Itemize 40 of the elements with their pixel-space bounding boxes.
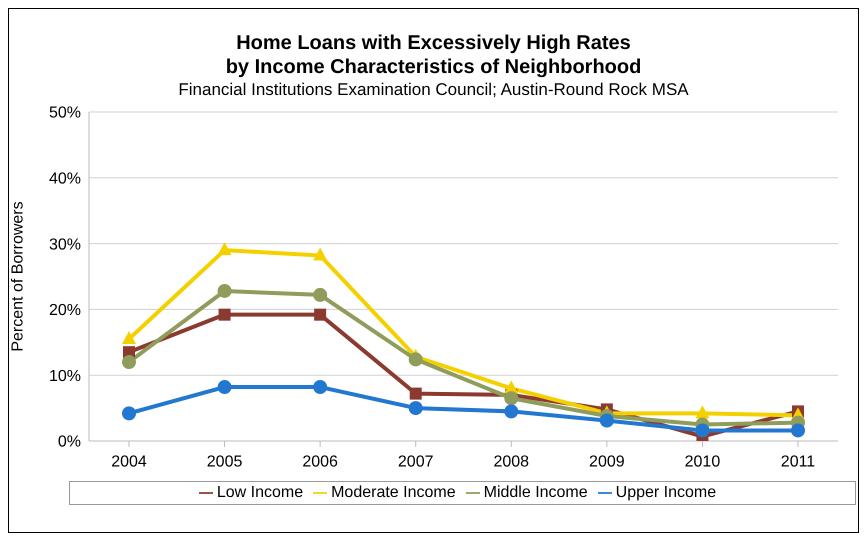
point xyxy=(408,352,423,366)
point xyxy=(218,380,232,394)
point xyxy=(218,242,232,256)
legend-label: Low Income xyxy=(216,484,304,501)
x-tick-label: 2010 xyxy=(684,453,720,470)
point xyxy=(410,388,422,400)
y-axis-title: Percent of Borrowers xyxy=(10,201,27,352)
point xyxy=(695,423,710,438)
y-tick-label: 40% xyxy=(48,170,81,188)
y-tick-label: 50% xyxy=(48,104,81,122)
x-tick-label: 2011 xyxy=(780,453,816,470)
point xyxy=(122,355,136,370)
chart-subtitle: Financial Institutions Examination Council; Austin-Round Rock MSA xyxy=(177,79,690,100)
point xyxy=(122,331,136,344)
point xyxy=(791,423,805,438)
chart-title: Home Loans with Excessively High Rates by Income Characteristics of Neighborhood xyxy=(224,31,642,79)
x-tick-label: 2006 xyxy=(302,453,338,470)
point xyxy=(600,414,614,428)
x-tick-label: 2007 xyxy=(398,453,434,470)
point xyxy=(504,391,518,406)
point xyxy=(504,404,518,418)
legend-label: Middle Income xyxy=(484,484,588,501)
x-tick-label: 2008 xyxy=(493,453,530,470)
legend-label: Moderate Income xyxy=(331,484,456,501)
y-tick-label: 10% xyxy=(48,368,81,385)
point xyxy=(218,284,232,298)
point xyxy=(218,308,231,321)
x-tick-label: 2005 xyxy=(206,453,242,470)
point xyxy=(313,247,328,260)
y-tick-label: 0% xyxy=(58,434,81,451)
point xyxy=(408,401,423,416)
point xyxy=(314,308,326,321)
point xyxy=(313,288,328,302)
y-tick-label: 20% xyxy=(48,302,81,320)
x-tick-label: 2004 xyxy=(111,453,147,470)
legend-label: Upper Income xyxy=(616,484,716,501)
point xyxy=(122,406,136,420)
point xyxy=(313,380,328,394)
y-tick-label: 30% xyxy=(48,236,81,254)
x-tick-label: 2009 xyxy=(589,453,625,470)
